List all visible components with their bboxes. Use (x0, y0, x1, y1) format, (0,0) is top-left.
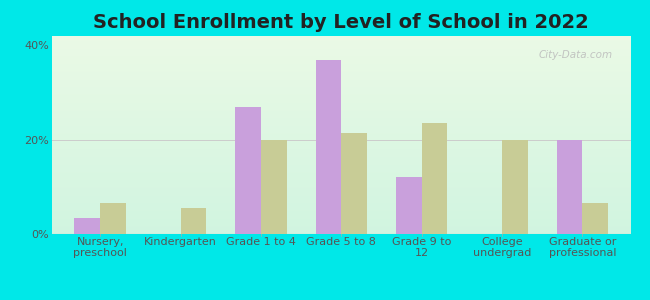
Bar (341, 133, 367, 234)
Bar (181, 208, 206, 234)
Bar (396, 177, 422, 234)
Bar (75, 218, 100, 234)
Bar (261, 140, 287, 234)
Bar (502, 140, 528, 234)
Bar (582, 203, 608, 234)
Bar (100, 203, 126, 234)
Text: City-Data.com: City-Data.com (539, 50, 613, 60)
Bar (315, 60, 341, 234)
Bar (422, 123, 447, 234)
Bar (235, 107, 261, 234)
Title: School Enrollment by Level of School in 2022: School Enrollment by Level of School in … (94, 13, 589, 32)
Bar (556, 140, 582, 234)
